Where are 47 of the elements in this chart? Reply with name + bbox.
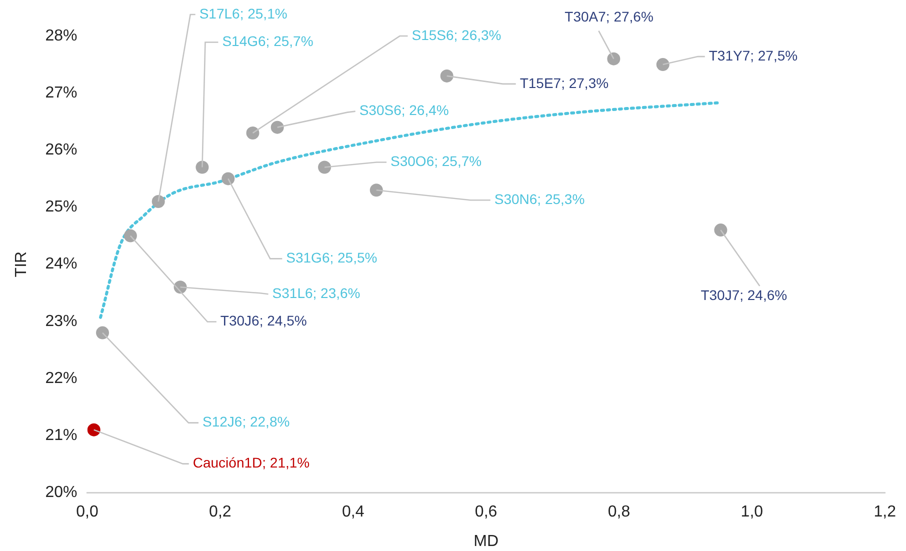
point: [714, 224, 728, 237]
annotation: S31G6; 25,5%: [286, 250, 378, 266]
point: [270, 120, 284, 134]
annotation: T30J7; 24,6%: [700, 286, 788, 303]
point: [246, 126, 260, 140]
point: [124, 229, 137, 242]
point: [318, 160, 332, 174]
point: [656, 58, 670, 72]
point: [87, 423, 100, 436]
x-tick-label: 0,6: [474, 504, 498, 521]
annotation: T31Y7; 27,5%: [708, 47, 798, 64]
annotation: S30S6; 26,4%: [359, 102, 449, 118]
y-tick-label: 28%: [45, 27, 78, 44]
x-axis-title: MD: [474, 532, 498, 550]
point: [440, 69, 454, 82]
point: [222, 172, 235, 186]
y-tick-label: 23%: [45, 312, 78, 330]
y-tick-label: 20%: [45, 484, 78, 502]
y-tick-label: 22%: [45, 370, 78, 387]
annotation: T30A7; 27,6%: [564, 8, 654, 25]
annotation: T30J6; 24,5%: [220, 312, 307, 329]
annotation: S14G6; 25,7%: [222, 33, 314, 50]
x-tick-label: 0,8: [608, 504, 630, 521]
annotation: S17L6; 25,1%: [199, 5, 288, 22]
y-axis-title: TIR: [13, 251, 30, 278]
x-tick-label: 0,0: [76, 504, 98, 521]
point: [370, 184, 383, 197]
point: [152, 195, 165, 208]
y-tick-label: 26%: [45, 142, 78, 159]
x-tick-label: 0,2: [209, 504, 232, 521]
x-tick-label: 1,0: [740, 504, 764, 521]
annotation: S30O6; 25,7%: [390, 153, 482, 170]
point: [96, 326, 110, 340]
y-tick-label: 25%: [45, 198, 78, 216]
x-tick-label: 1,2: [874, 504, 896, 521]
annotation: S15S6; 26,3%: [412, 26, 502, 43]
y-tick-label: 21%: [45, 426, 78, 444]
point: [196, 160, 209, 174]
annotation: Caución1D; 21,1%: [192, 454, 310, 471]
annotation: S12J6; 22,8%: [202, 414, 290, 430]
annotation: T15E7; 27,3%: [520, 74, 609, 91]
annotation: S30N6; 25,3%: [494, 190, 585, 207]
y-tick-label: 24%: [45, 256, 78, 273]
annotation: S31L6; 23,6%: [272, 284, 360, 301]
point: [607, 52, 620, 66]
y-tick-label: 27%: [45, 84, 78, 102]
x-tick-label: 0,4: [342, 504, 364, 521]
